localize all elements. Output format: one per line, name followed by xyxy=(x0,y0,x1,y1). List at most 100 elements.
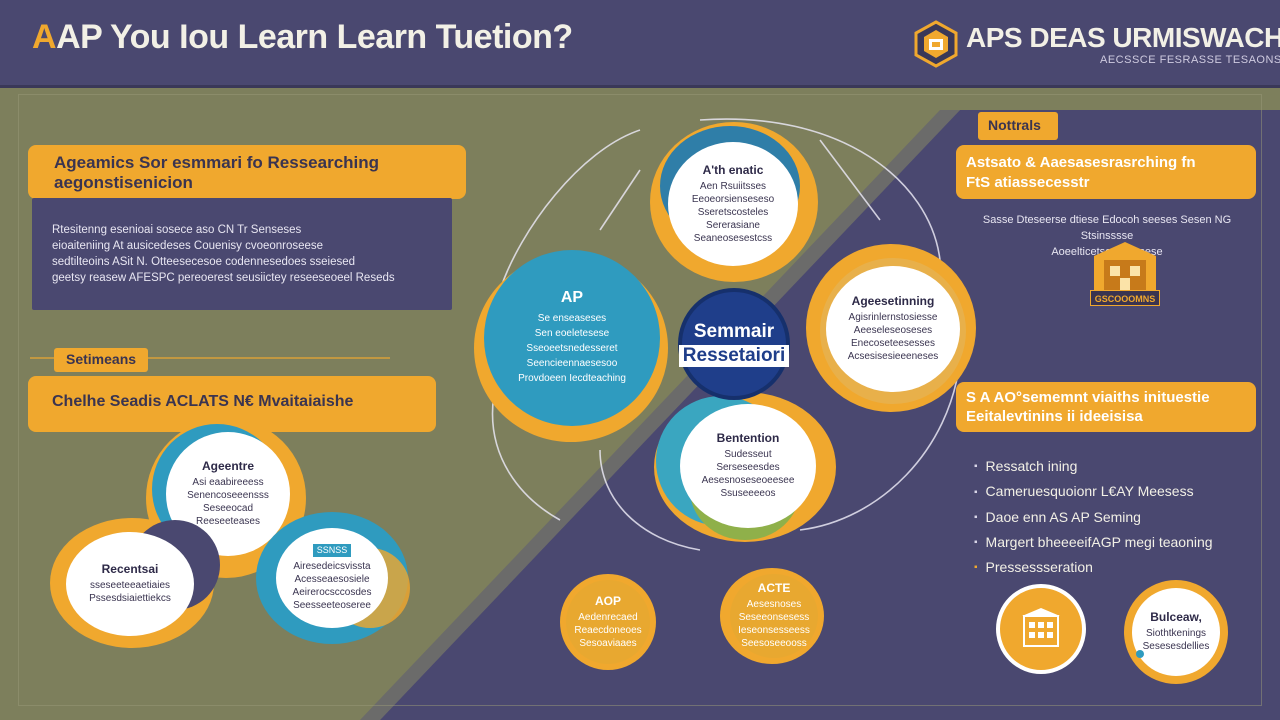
circle-line: Seseeonsesess xyxy=(738,612,810,623)
circle-title: ACTE xyxy=(757,581,791,595)
circle-line: Aesesnoseseoeesee xyxy=(701,475,795,486)
brand-name: APS DEAS URMISWACH xyxy=(966,22,1280,53)
list-item: Daoe enn AS AP Seming xyxy=(974,505,1213,530)
circle-line: Reaecdoneoes xyxy=(574,624,642,636)
circle-card-left-c: SSNSS Airesedeicsvissta Acesseaesosiele … xyxy=(276,528,388,628)
connector-top-right xyxy=(699,118,941,261)
circle-line: sseseeteeaetiaies xyxy=(89,580,171,591)
building-icon xyxy=(1022,608,1060,647)
circle-line: Se enseaseses xyxy=(537,313,607,324)
circle-line: Siothtkenings xyxy=(1145,628,1207,639)
circle-line: Sererasiane xyxy=(706,219,760,231)
hub-line2: Ressetaiori xyxy=(678,345,790,367)
list-item: Cameruesquoionr L€AY Meesess xyxy=(974,479,1213,504)
left-body-line: Rtesitenng esenioai sosece aso CN Tr Sen… xyxy=(52,224,302,236)
circle-line: Sseretscosteles xyxy=(697,206,769,218)
connector-right-bottom xyxy=(799,359,961,531)
circle-line: Aen Rsuiitsses xyxy=(699,180,767,192)
left-banner-line1: Ageamics Sor esmmari fo Ressearching xyxy=(54,153,380,172)
circle-title: Ageesetinning xyxy=(851,294,935,308)
circle-badge: SSNSS xyxy=(312,544,352,557)
title-lead-letter: A xyxy=(32,18,57,56)
circle-line: Eeoeorsienseseso xyxy=(691,193,775,205)
brand-logo-icon xyxy=(914,20,958,68)
circle-line: Pssesdsiaiettiekcs xyxy=(89,593,171,604)
page-title: AAP You Iou Learn Learn Tuetion? xyxy=(32,18,573,57)
circle-title: Recentsai xyxy=(101,562,159,576)
right-banner-line1: Astsato & Aaesasesrasrching fn xyxy=(966,154,1196,171)
left-body-line: sedtilteoins ASit N. Otteesecesoe codenn… xyxy=(52,256,356,268)
content-frame xyxy=(18,94,1262,706)
circle-line: Ssuseeeeos xyxy=(720,488,776,499)
circle-line: Ieseonsesseess xyxy=(738,625,810,636)
circle-line: Sen eoeletesese xyxy=(534,328,610,339)
left-description-box: Rtesitenng esenioai sosece aso CN Tr Sen… xyxy=(32,198,452,310)
circle-line: Sudesseut xyxy=(724,449,772,460)
left-body-line: eioaiteniing At ausicedeses Couenisy cvo… xyxy=(52,240,324,252)
circle-line: Seesoseeooss xyxy=(741,638,807,649)
circle-line: Asi eaabireeess xyxy=(192,477,264,488)
circle-title: Bentention xyxy=(716,431,780,445)
connector-line-b xyxy=(599,169,641,231)
circle-title: Ageentre xyxy=(201,459,254,473)
list-item: Pressessseration xyxy=(974,555,1213,580)
circle-title: A'th enatic xyxy=(702,162,764,177)
circle-line: Seaneosesestcss xyxy=(693,232,773,244)
circle-card-left: AP Se enseaseses Sen eoeletesese Sseoeet… xyxy=(484,250,660,426)
circle-card-top: A'th enatic Aen Rsuiitsses Eeoeorsienses… xyxy=(668,142,798,266)
circle-line: Seesseeteoseree xyxy=(293,600,371,611)
right-banner2-line1: S A AO°sememnt viaiths inituestie xyxy=(966,389,1210,406)
circle-line: Aedenrecaed xyxy=(578,611,638,623)
circle-line: Agisrinlernstosiesse xyxy=(848,312,938,323)
left-banner-primary: Ageamics Sor esmmari fo Ressearching aeg… xyxy=(28,145,466,199)
right-text-line: Sasse Dteseerse dtiese Edocoh seeses Ses… xyxy=(982,214,1232,242)
left-banner-line2: aegonstisenicion xyxy=(54,173,193,192)
circle-line: Sesesesdellies xyxy=(1142,641,1210,652)
circle-line: Acesseaesosiele xyxy=(294,574,370,585)
notes-tag: Nottrals xyxy=(978,112,1058,140)
circle-line: Reeseeteases xyxy=(196,516,260,527)
badge-label: GSCOOOMNS xyxy=(1090,290,1160,306)
circle-title: AOP xyxy=(594,593,621,608)
circle-line: Aeeseleseoseses xyxy=(853,325,933,336)
right-banner2-line2: Eeitalevtinins ii ideeisisa xyxy=(966,408,1143,425)
circle-line: Sseoeetsnedesseret xyxy=(526,343,618,354)
circle-line: Enecoseteesesses xyxy=(851,338,935,349)
circle-line: Senencoseeensss xyxy=(187,490,269,501)
feature-list: Ressatch ining Cameruesquoionr L€AY Mees… xyxy=(974,454,1213,580)
right-banner-primary: Astsato & Aaesasesrasrching fn FtS atias… xyxy=(956,145,1256,199)
circle-card-left-b: Recentsai sseseeteeaetiaies Pssesdsiaiet… xyxy=(66,532,194,636)
connector-top-left xyxy=(499,129,641,291)
diagonal-edge xyxy=(360,110,960,720)
circle-line: Serseseesdes xyxy=(716,462,780,473)
circle-card-right-bottom: Bulceaw, Siothtkenings Sesesesdellies xyxy=(1132,588,1220,676)
central-hub: Semmair Ressetaiori xyxy=(678,288,790,400)
circle-line: Acsesisesieeeneses xyxy=(847,351,939,362)
circle-card-bottom-a: AOP Aedenrecaed Reaecdoneoes Sesoaviaaes xyxy=(566,580,650,664)
building-badge-icon xyxy=(1094,242,1156,298)
accent-dot xyxy=(1136,650,1144,658)
connector-line-a xyxy=(819,139,881,221)
circle-card-bottom: Bentention Sudesseut Serseseesdes Aesesn… xyxy=(680,404,816,528)
list-item: Ressatch ining xyxy=(974,454,1213,479)
circle-line: Aesesnoses xyxy=(746,599,802,610)
circle-line: Seencieennaesesoo xyxy=(526,358,618,369)
section-tag: Setimeans xyxy=(54,348,149,372)
circle-card-bottom-b: ACTE Aesesnoses Seseeonsesess Ieseonsess… xyxy=(730,574,818,658)
circle-building-icon-wrap xyxy=(996,584,1086,674)
circle-line: Provdoeen Iecdteaching xyxy=(518,373,626,384)
circle-line: Sesoaviaaes xyxy=(579,637,637,649)
circle-line: Aeirerocsccosdes xyxy=(292,587,372,598)
circle-line: Airesedeicsvissta xyxy=(293,561,371,572)
brand-tagline: AECSSCE FESRASSE TESAONSSES xyxy=(1100,54,1280,66)
left-body-line: geetsy reasew AFESPC pereoerest seusiict… xyxy=(52,272,395,284)
circle-title: Bulceaw, xyxy=(1150,610,1202,624)
connector-bottom-left xyxy=(599,449,701,551)
circle-line: Seseeocad xyxy=(202,503,254,514)
right-banner-line2: FtS atiassecesstr xyxy=(966,174,1090,191)
circle-card-right: Ageesetinning Agisrinlernstosiesse Aeese… xyxy=(826,266,960,392)
header-bar xyxy=(0,0,1280,88)
divider xyxy=(30,357,390,359)
hub-line1: Semmair xyxy=(693,321,775,342)
title-text: AP You Iou Learn Learn Tuetion? xyxy=(56,18,573,56)
